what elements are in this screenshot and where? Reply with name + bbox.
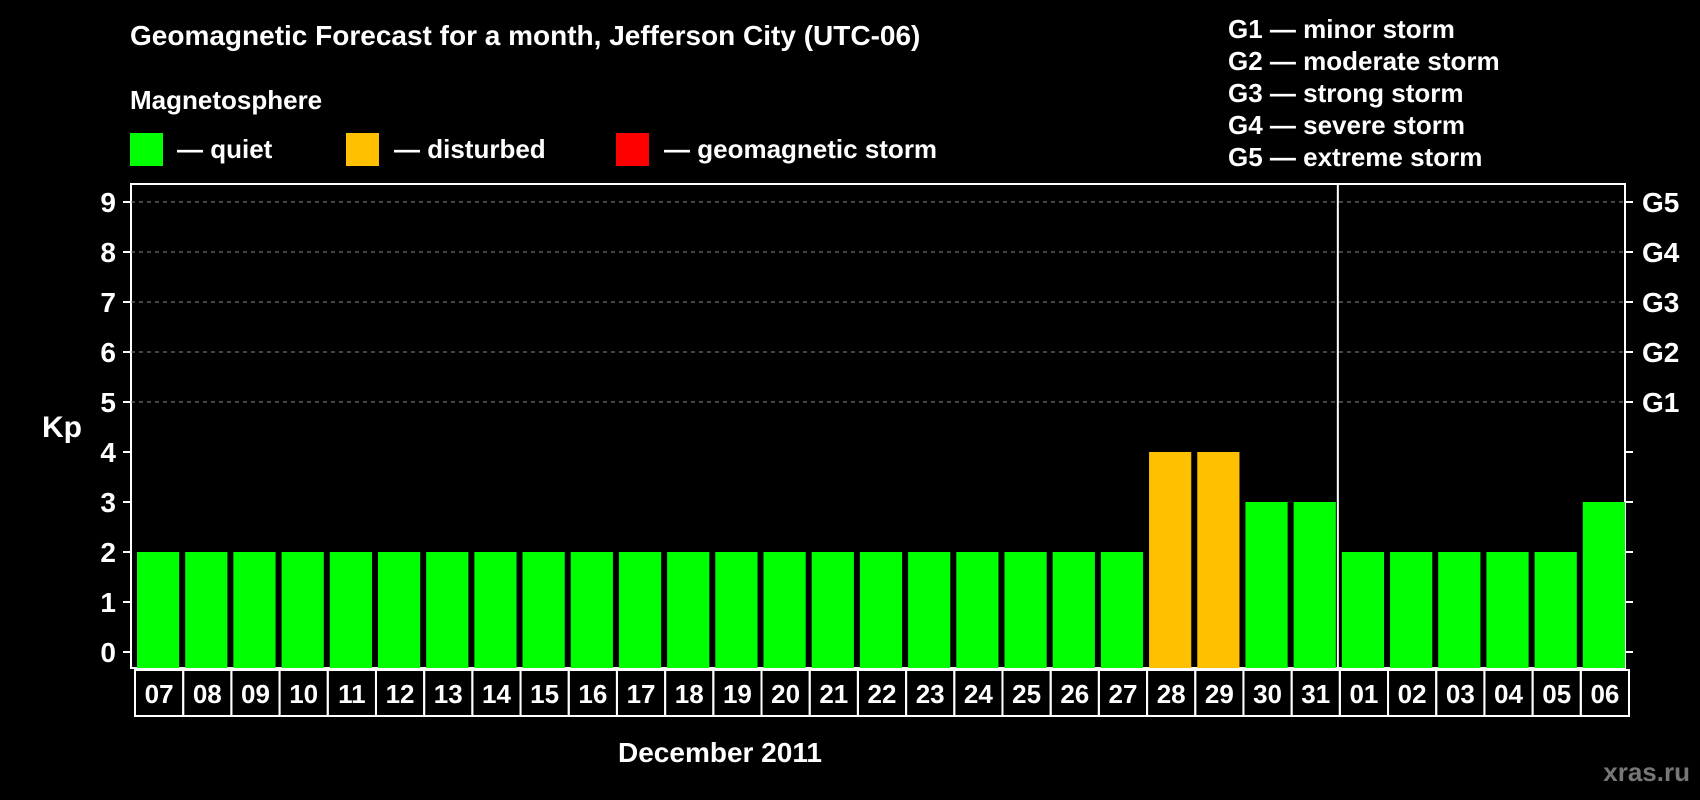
x-tick-label: 19 bbox=[723, 679, 752, 709]
bar bbox=[1486, 552, 1529, 668]
x-tick-label: 24 bbox=[964, 679, 993, 709]
bar bbox=[377, 552, 421, 668]
y-tick-label: 3 bbox=[100, 487, 116, 518]
y-tick-label: 4 bbox=[100, 437, 116, 468]
storm-scale-g1: G1 — minor storm bbox=[1228, 14, 1455, 44]
x-tick-label: 14 bbox=[482, 679, 511, 709]
x-tick-label: 17 bbox=[627, 679, 656, 709]
storm-scale-g3: G3 — strong storm bbox=[1228, 78, 1464, 108]
legend-quiet-swatch bbox=[130, 133, 163, 166]
x-tick-label: 25 bbox=[1012, 679, 1041, 709]
y-axis-label: Kp bbox=[42, 411, 82, 444]
bar bbox=[185, 552, 228, 668]
x-tick-label: 30 bbox=[1253, 679, 1282, 709]
bar bbox=[1534, 552, 1577, 668]
y-tick-label: 9 bbox=[100, 187, 116, 218]
bar bbox=[1582, 502, 1625, 668]
bar bbox=[1197, 452, 1240, 668]
x-tick-label: 09 bbox=[241, 679, 270, 709]
bar bbox=[908, 552, 951, 668]
x-tick-label: 29 bbox=[1205, 679, 1234, 709]
x-axis-label: December 2011 bbox=[618, 737, 822, 768]
bar bbox=[1438, 552, 1481, 668]
right-g-label: G4 bbox=[1642, 237, 1680, 268]
x-tick-label: 05 bbox=[1542, 679, 1571, 709]
bar bbox=[618, 552, 662, 668]
legend-disturbed-label: — disturbed bbox=[394, 134, 546, 164]
x-tick-label: 26 bbox=[1060, 679, 1089, 709]
legend-storm-swatch bbox=[616, 133, 649, 166]
bar bbox=[956, 552, 999, 668]
x-tick-label: 31 bbox=[1301, 679, 1330, 709]
bar bbox=[1100, 552, 1144, 668]
bar bbox=[522, 552, 565, 668]
bar bbox=[1052, 552, 1095, 668]
x-tick-label: 27 bbox=[1109, 679, 1138, 709]
y-tick-label: 6 bbox=[100, 337, 116, 368]
bar bbox=[426, 552, 469, 668]
x-tick-label: 03 bbox=[1446, 679, 1475, 709]
right-g-label: G2 bbox=[1642, 337, 1679, 368]
legend-disturbed-swatch bbox=[346, 133, 379, 166]
x-tick-label: 16 bbox=[578, 679, 607, 709]
bar bbox=[1341, 552, 1385, 668]
y-tick-label: 7 bbox=[100, 287, 116, 318]
bar bbox=[715, 552, 758, 668]
bar bbox=[570, 552, 613, 668]
right-g-label: G5 bbox=[1642, 187, 1679, 218]
x-tick-label: 02 bbox=[1398, 679, 1427, 709]
x-tick-label: 06 bbox=[1590, 679, 1619, 709]
bar bbox=[1004, 552, 1047, 668]
y-tick-label: 8 bbox=[100, 237, 116, 268]
legend-quiet-label: — quiet bbox=[177, 134, 273, 164]
storm-scale-g2: G2 — moderate storm bbox=[1228, 46, 1500, 76]
x-tick-label: 04 bbox=[1494, 679, 1523, 709]
x-tick-label: 22 bbox=[868, 679, 897, 709]
right-g-label: G1 bbox=[1642, 387, 1679, 418]
bar bbox=[233, 552, 276, 668]
bar bbox=[281, 552, 324, 668]
bar bbox=[859, 552, 903, 668]
x-tick-label: 15 bbox=[530, 679, 559, 709]
x-tick-label: 08 bbox=[193, 679, 222, 709]
x-tick-label: 28 bbox=[1157, 679, 1186, 709]
watermark: xras.ru bbox=[1603, 757, 1690, 787]
legend-storm-label: — geomagnetic storm bbox=[664, 134, 938, 164]
y-tick-label: 0 bbox=[100, 637, 116, 668]
x-tick-label: 13 bbox=[434, 679, 463, 709]
x-tick-label: 10 bbox=[289, 679, 318, 709]
bar bbox=[763, 552, 806, 668]
chart-title: Geomagnetic Forecast for a month, Jeffer… bbox=[130, 20, 921, 51]
bar bbox=[1149, 452, 1192, 668]
x-tick-label: 21 bbox=[819, 679, 848, 709]
y-tick-label: 5 bbox=[100, 387, 116, 418]
x-tick-label: 20 bbox=[771, 679, 800, 709]
x-tick-label: 12 bbox=[386, 679, 415, 709]
bar bbox=[137, 552, 180, 668]
bar bbox=[1390, 552, 1433, 668]
bar bbox=[667, 552, 710, 668]
x-tick-label: 11 bbox=[338, 679, 366, 709]
y-tick-label: 1 bbox=[100, 587, 116, 618]
bar bbox=[1245, 502, 1288, 668]
x-tick-label: 01 bbox=[1349, 679, 1378, 709]
bar bbox=[329, 552, 372, 668]
y-tick-label: 2 bbox=[100, 537, 116, 568]
date-box bbox=[1579, 669, 1630, 717]
x-tick-label: 18 bbox=[675, 679, 704, 709]
magnetosphere-label: Magnetosphere bbox=[130, 85, 323, 115]
x-tick-label: 23 bbox=[916, 679, 945, 709]
bar bbox=[474, 552, 517, 668]
storm-scale-g4: G4 — severe storm bbox=[1228, 110, 1466, 140]
x-tick-label: 07 bbox=[145, 679, 174, 709]
storm-scale-g5: G5 — extreme storm bbox=[1228, 142, 1483, 172]
right-g-label: G3 bbox=[1642, 287, 1679, 318]
bar bbox=[1293, 502, 1336, 668]
storm-scale-legend: G1 — minor storm G2 — moderate storm G3 … bbox=[1228, 13, 1500, 173]
bar bbox=[811, 552, 854, 668]
